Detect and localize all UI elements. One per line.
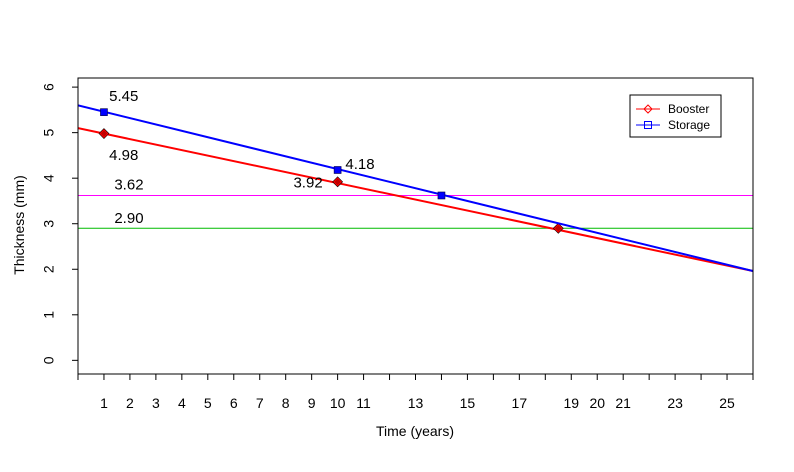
data-label-4: 3.62 [114, 177, 143, 194]
data-label-5: 2.90 [114, 210, 143, 227]
legend-label-booster: Booster [668, 102, 709, 116]
x-tick-label-6: 6 [230, 395, 238, 411]
point-storage-1 [333, 166, 342, 174]
data-label-2: 4.18 [345, 156, 374, 173]
plot-area [78, 104, 753, 273]
point-core-booster-0 [100, 130, 108, 137]
x-tick-label-8: 8 [282, 395, 290, 411]
legend: Booster Storage [629, 94, 722, 138]
x-tick-label-13: 13 [408, 395, 424, 411]
series-line-storage [78, 104, 753, 273]
x-tick-label-20: 20 [589, 395, 605, 411]
x-tick-label-7: 7 [256, 395, 264, 411]
point-storage-0 [100, 108, 108, 116]
x-tick-label-10: 10 [330, 395, 346, 411]
y-tick-label-1: 1 [41, 311, 57, 319]
point-core-booster-1 [334, 178, 341, 186]
x-tick-label-3: 3 [152, 395, 160, 411]
plot-clipped [78, 104, 753, 273]
x-tick-label-19: 19 [563, 395, 579, 411]
y-tick-label-4: 4 [41, 174, 57, 182]
x-tick-label-1: 1 [100, 395, 108, 411]
x-tick-label-5: 5 [204, 395, 212, 411]
x-tick-label-17: 17 [512, 395, 528, 411]
x-tick-label-15: 15 [460, 395, 476, 411]
x-tick-label-23: 23 [667, 395, 683, 411]
legend-box [629, 94, 722, 138]
labels: 5.45 4.98 4.18 3.92 3.62 2.90 [109, 88, 374, 227]
point-storage-2 [437, 191, 446, 200]
legend-label-storage: Storage [668, 118, 710, 132]
x-axis-label: Time (years) [376, 423, 454, 439]
data-label-3: 3.92 [293, 174, 322, 191]
x-tick-label-9: 9 [308, 395, 316, 411]
x-tick-label-25: 25 [719, 395, 735, 411]
y-axis-label: Thickness (mm) [11, 175, 27, 275]
x-tick-label-11: 11 [356, 395, 371, 411]
y-tick-label-5: 5 [41, 129, 57, 137]
data-label-0: 5.45 [109, 88, 138, 105]
y-tick-label-3: 3 [41, 220, 57, 228]
y-tick-label-0: 0 [41, 356, 57, 364]
data-label-1: 4.98 [109, 147, 138, 164]
legend-marker-booster [643, 104, 653, 114]
x-tick-label-4: 4 [178, 395, 186, 411]
y-tick-label-2: 2 [41, 265, 57, 273]
y-tick-label-6: 6 [41, 83, 57, 91]
x-tick-label-21: 21 [615, 395, 631, 411]
series-line-booster [78, 127, 753, 273]
x-tick-label-2: 2 [126, 395, 134, 411]
legend-marker-storage [644, 121, 652, 129]
point-core-booster-2 [555, 225, 562, 232]
